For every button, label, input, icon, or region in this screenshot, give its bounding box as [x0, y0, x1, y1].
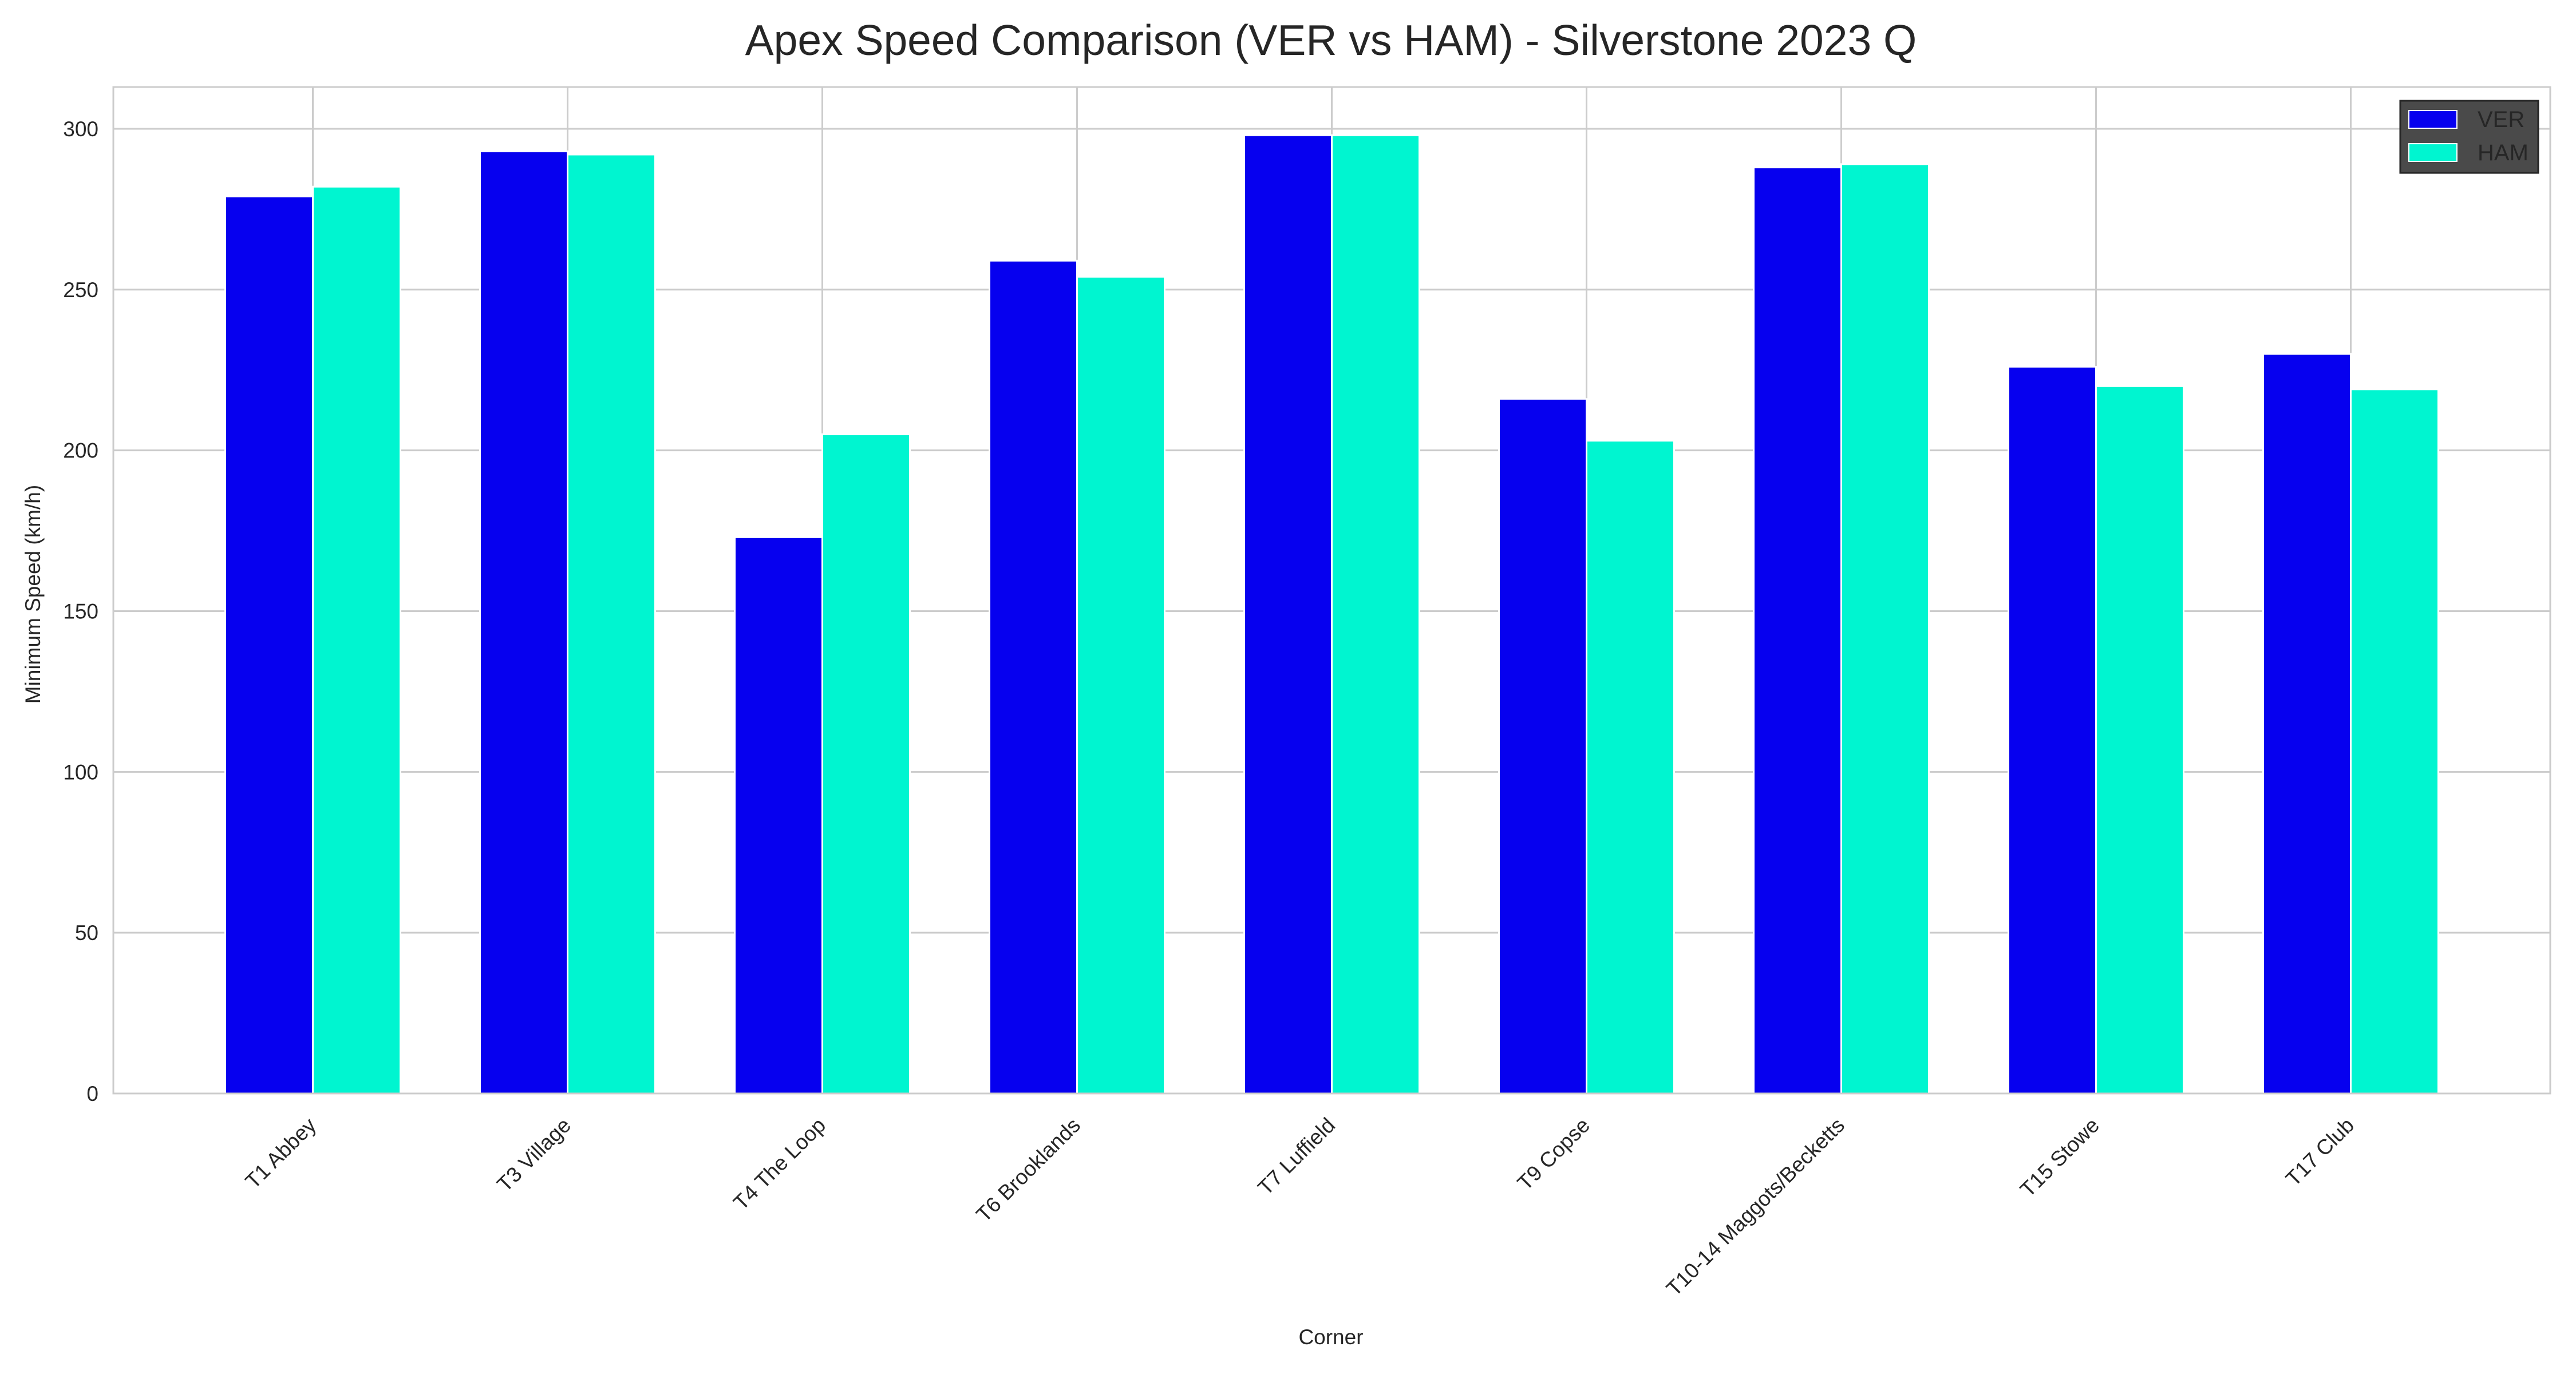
bar-ham-9: [2350, 388, 2439, 1095]
y-tick-label: 200: [63, 439, 98, 463]
bar-ham-6: [1586, 440, 1675, 1095]
bar-ver-8: [2008, 366, 2097, 1095]
bar-ver-3: [734, 536, 823, 1095]
bar-ham-1: [312, 185, 401, 1095]
legend-swatch-ver: [2408, 110, 2458, 129]
x-axis-label: Corner: [1298, 1325, 1363, 1349]
y-axis-ticks: 0 50 100 150 200 250 300: [63, 117, 98, 1105]
bar-ham-3: [821, 433, 911, 1095]
bar-ver-1: [224, 195, 314, 1095]
y-tick-label: 150: [63, 600, 98, 623]
y-tick-label: 50: [75, 921, 98, 945]
y-tick-label: 250: [63, 278, 98, 302]
bar-ver-2: [479, 150, 568, 1095]
bar-ver-6: [1498, 398, 1587, 1095]
bar-ham-7: [1840, 163, 1930, 1095]
bar-ver-9: [2262, 353, 2352, 1095]
bar-ham-2: [567, 153, 656, 1095]
y-tick-label: 0: [86, 1082, 98, 1105]
y-axis-label: Minimum Speed (km/h): [21, 485, 45, 704]
legend-swatch-ham: [2408, 143, 2458, 162]
legend-label-ver: VER: [2478, 107, 2524, 132]
bar-ham-4: [1076, 275, 1165, 1095]
legend-label-ham: HAM: [2478, 140, 2528, 165]
plot-area-frame: [112, 86, 2551, 1095]
y-tick-label: 100: [63, 760, 98, 784]
y-tick-label: 300: [63, 117, 98, 141]
bar-ver-7: [1753, 166, 1842, 1095]
bars: [224, 134, 2439, 1095]
bar-ham-5: [1331, 134, 1420, 1095]
legend: VER HAM: [2399, 100, 2539, 174]
bar-ver-5: [1243, 134, 1333, 1095]
bar-ham-8: [2095, 385, 2184, 1095]
chart-title: Apex Speed Comparison (VER vs HAM) - Sil…: [745, 16, 1917, 64]
bar-ver-4: [989, 259, 1078, 1095]
